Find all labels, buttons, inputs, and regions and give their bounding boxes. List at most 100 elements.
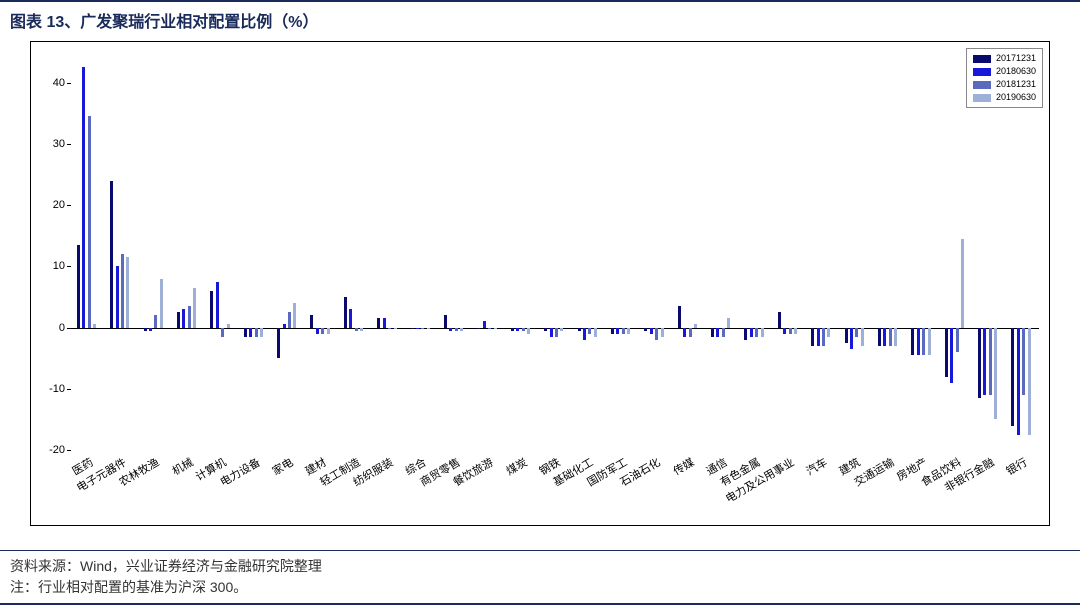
bar [861,328,864,346]
bar [550,328,553,337]
legend-label: 20180630 [996,65,1036,78]
bar [483,321,486,327]
legend-item: 20180630 [973,65,1036,78]
bar [427,328,430,330]
y-tick-label: 40 [53,77,65,89]
y-tick-label: 30 [53,138,65,150]
bar [477,328,480,330]
bar [622,328,625,334]
bar [822,328,825,346]
y-tick-label: 0 [59,322,65,334]
legend-swatch [973,94,991,102]
chart-title: 图表 13、广发聚瑞行业相对配置比例（%） [0,0,1080,36]
bar [316,328,319,334]
source-line: 资料来源：Wind，兴业证券经济与金融研究院整理 [10,556,1070,577]
bar [327,328,330,334]
bar-group [205,52,238,450]
bar [928,328,931,356]
bar [249,328,252,337]
bar [983,328,986,395]
bar [845,328,848,343]
y-tick-label: -10 [49,383,65,395]
bar [945,328,948,377]
bar [126,257,129,327]
bar [850,328,853,349]
bar [661,328,664,337]
bar [817,328,820,346]
legend-swatch [973,68,991,76]
legend-item: 20190630 [973,91,1036,104]
y-tick-label: -20 [49,444,65,456]
bar [227,324,230,327]
bar [160,279,163,328]
bar [811,328,814,346]
x-tick-label: 银行 [1003,454,1030,479]
bar-group [238,52,271,450]
bar-group [271,52,304,450]
bar [588,328,591,334]
bar [449,328,452,331]
legend-item: 20181231 [973,78,1036,91]
bar [950,328,953,383]
legend-swatch [973,81,991,89]
bar [88,116,91,327]
bar-group [805,52,838,450]
bar [578,328,581,331]
bar [527,328,530,334]
bar [383,318,386,327]
bar [555,328,558,337]
bar [293,303,296,327]
bar-group [1006,52,1039,450]
bar [655,328,658,340]
bar [110,181,113,328]
bar [694,324,697,327]
bar [544,328,547,331]
bar [889,328,892,346]
x-tick-label: 家电 [269,454,296,479]
bar [260,328,263,337]
bar [650,328,653,334]
legend-label: 20171231 [996,52,1036,65]
bar [455,328,458,331]
bar [894,328,897,346]
bar-group [405,52,438,450]
bar [488,328,491,330]
x-axis-labels: 医药电子元器件农林牧渔机械计算机电力设备家电建材轻工制造纺织服装综合商贸零售餐饮… [71,450,1039,525]
bar [154,315,157,327]
bar [989,328,992,395]
bar [961,239,964,328]
y-tick-label: 20 [53,199,65,211]
bar [77,245,80,328]
bar [827,328,830,337]
bar-group [638,52,671,450]
bar-group [438,52,471,450]
bar-group [772,52,805,450]
chart-footer: 资料来源：Wind，兴业证券经济与金融研究院整理 注：行业相对配置的基准为沪深 … [0,550,1080,605]
bar [116,266,119,327]
bar [722,328,725,337]
bar [611,328,614,334]
bar-group [371,52,404,450]
chart-container: -20 -10 0 10 20 30 40 医药电子元器件农林牧渔机械计算机电力设备家电建材… [30,41,1050,526]
bar-group [171,52,204,450]
bar [321,328,324,334]
bar [388,328,391,330]
legend-label: 20181231 [996,78,1036,91]
bar [516,328,519,331]
y-tick-label: 10 [53,260,65,272]
legend-label: 20190630 [996,91,1036,104]
bar-group [939,52,972,450]
bar-group [872,52,905,450]
bar [911,328,914,356]
bar-group [538,52,571,450]
x-tick-label: 汽车 [803,454,830,479]
bar [755,328,758,337]
bar-group [839,52,872,450]
bar [93,324,96,327]
bar-group [905,52,938,450]
bar [255,328,258,337]
bar [1011,328,1014,426]
bar [678,306,681,327]
bar [727,318,730,327]
bar [978,328,981,398]
